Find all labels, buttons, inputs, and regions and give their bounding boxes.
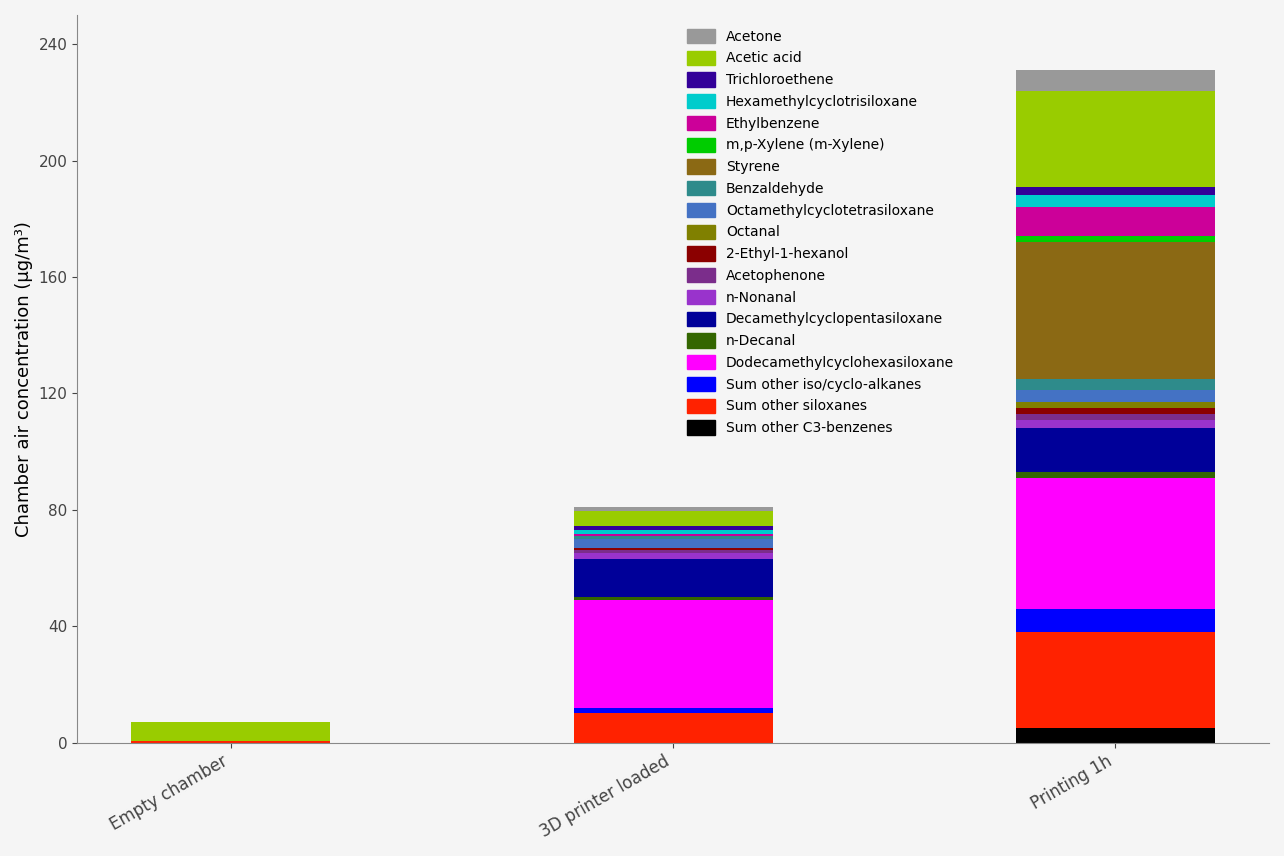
Bar: [1016, 609, 1215, 632]
Y-axis label: Chamber air concentration (μg/m³): Chamber air concentration (μg/m³): [15, 221, 33, 537]
Bar: [1016, 408, 1215, 413]
Bar: [1016, 390, 1215, 402]
Bar: [574, 708, 773, 713]
Bar: [574, 507, 773, 511]
Bar: [1016, 472, 1215, 478]
Bar: [574, 713, 773, 742]
Bar: [574, 553, 773, 559]
Bar: [574, 526, 773, 530]
Bar: [574, 597, 773, 600]
Bar: [131, 722, 330, 740]
Bar: [1016, 236, 1215, 242]
Bar: [1016, 632, 1215, 728]
Bar: [1016, 379, 1215, 390]
Legend: Acetone, Acetic acid, Trichloroethene, Hexamethylcyclotrisiloxane, Ethylbenzene,: Acetone, Acetic acid, Trichloroethene, H…: [681, 22, 960, 443]
Bar: [574, 550, 773, 553]
Bar: [1016, 413, 1215, 419]
Bar: [574, 534, 773, 536]
Bar: [574, 536, 773, 538]
Bar: [1016, 70, 1215, 91]
Bar: [131, 741, 330, 742]
Bar: [1016, 728, 1215, 742]
Bar: [574, 559, 773, 597]
Bar: [1016, 195, 1215, 207]
Bar: [1016, 478, 1215, 609]
Bar: [574, 530, 773, 534]
Bar: [1016, 91, 1215, 187]
Bar: [1016, 207, 1215, 236]
Bar: [1016, 428, 1215, 472]
Bar: [1016, 187, 1215, 195]
Bar: [1016, 419, 1215, 428]
Bar: [574, 538, 773, 548]
Bar: [1016, 402, 1215, 408]
Bar: [1016, 242, 1215, 379]
Bar: [574, 511, 773, 526]
Bar: [574, 548, 773, 550]
Bar: [574, 600, 773, 708]
